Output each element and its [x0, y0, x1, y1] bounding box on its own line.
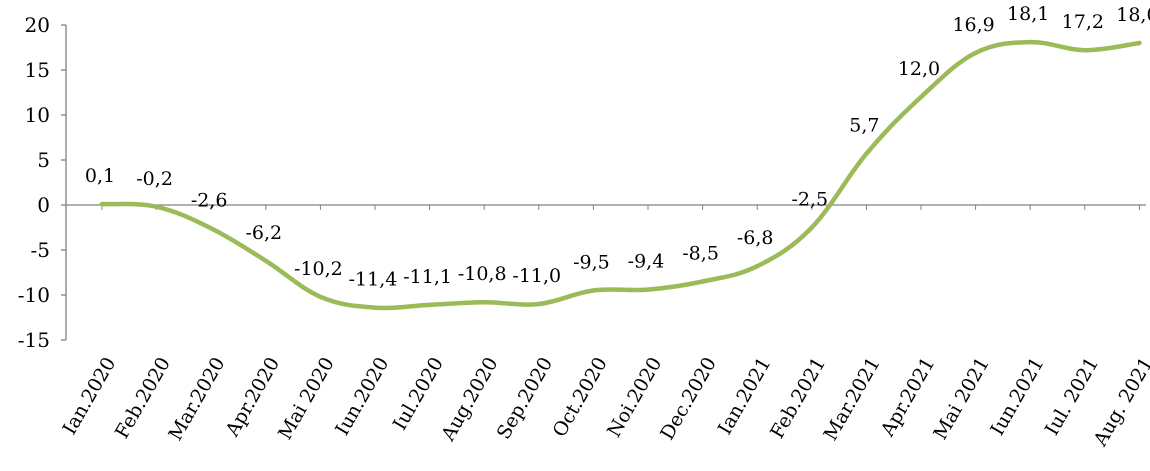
- axes: [65, 25, 1146, 340]
- data-label: -10,8: [458, 263, 507, 285]
- data-label: -2,6: [191, 189, 228, 211]
- x-tick-label: Mar.2021: [820, 354, 885, 445]
- y-tick-label: 5: [37, 148, 50, 172]
- data-label: -11,1: [403, 266, 452, 288]
- data-label: -11,4: [349, 269, 398, 291]
- data-label: -0,2: [136, 168, 173, 190]
- data-label: 0,1: [85, 165, 115, 187]
- x-tick-label: Iul. 2021: [1041, 354, 1103, 440]
- data-label: -10,2: [294, 258, 343, 280]
- data-label: 12,0: [898, 58, 940, 80]
- x-tick-label: Oct.2020: [549, 354, 612, 441]
- data-point: [809, 225, 814, 230]
- x-tick-label: Dec.2020: [656, 354, 721, 444]
- data-point: [372, 305, 378, 310]
- x-tick-label: Ian.2021: [714, 354, 776, 439]
- y-tick-label: 15: [25, 58, 50, 82]
- x-tick-label: Mai 2021: [929, 354, 994, 444]
- data-labels: 0,1 -0,2 -2,6 -6,2 -10,2 -11,4 -11,1 -10,8 -11,0…: [85, 3, 1150, 291]
- y-tick-label: 20: [25, 13, 50, 37]
- x-tick-label: Feb.2020: [111, 354, 175, 443]
- y-tick-label: -10: [18, 283, 50, 307]
- data-label: 17,2: [1062, 11, 1104, 33]
- data-label: -6,2: [245, 222, 282, 244]
- data-point: [700, 279, 705, 284]
- y-tick-label: 10: [25, 103, 50, 127]
- y-tick-label: 0: [37, 193, 50, 217]
- data-point: [645, 287, 651, 292]
- x-tick-label: Iun.2021: [986, 354, 1048, 440]
- x-tick-label: Feb.2021: [766, 354, 830, 443]
- x-tick-label: Apr.2021: [876, 354, 939, 441]
- x-tick-label: Mar.2020: [164, 354, 229, 445]
- data-point: [427, 302, 432, 308]
- x-tick-label: Mai 2020: [274, 354, 339, 444]
- data-point: [918, 94, 924, 100]
- data-point: [209, 226, 214, 231]
- y-axis-ticks: 20 15 10 5 0 -5 -10 -15: [18, 13, 66, 352]
- data-label: -11,0: [512, 265, 561, 287]
- y-tick-label: -15: [18, 328, 50, 352]
- data-point: [1137, 40, 1142, 46]
- data-label: -9,4: [628, 251, 665, 273]
- series: [99, 39, 1142, 311]
- data-point: [263, 258, 268, 263]
- data-label: 18,0: [1116, 4, 1150, 26]
- data-point: [864, 151, 869, 156]
- data-point: [1028, 39, 1033, 45]
- data-point: [973, 50, 978, 56]
- data-point: [154, 204, 159, 209]
- x-tick-label: Noi.2020: [603, 354, 666, 442]
- x-tick-label: Apr.2020: [221, 354, 284, 441]
- y-tick-label: -5: [31, 238, 50, 262]
- x-tick-label: Iul.2020: [389, 353, 448, 433]
- data-point: [1082, 48, 1088, 53]
- data-label: 18,1: [1007, 3, 1049, 25]
- x-tick-label: Sep.2020: [493, 354, 557, 444]
- data-point: [99, 201, 105, 207]
- data-label: -9,5: [573, 252, 610, 274]
- data-point: [318, 294, 323, 299]
- x-tick-label: Iun.2020: [331, 354, 393, 440]
- data-label: -6,8: [737, 227, 774, 249]
- data-point: [482, 300, 487, 305]
- x-tick-label: Ian.2020: [59, 354, 121, 439]
- data-point: [755, 264, 760, 269]
- data-point: [536, 301, 541, 307]
- data-label: -8,5: [682, 243, 719, 265]
- data-label: -2,5: [791, 189, 828, 211]
- data-label: 5,7: [849, 115, 879, 137]
- data-point: [591, 288, 596, 293]
- data-label: 16,9: [952, 14, 994, 36]
- series-line: [99, 39, 1142, 311]
